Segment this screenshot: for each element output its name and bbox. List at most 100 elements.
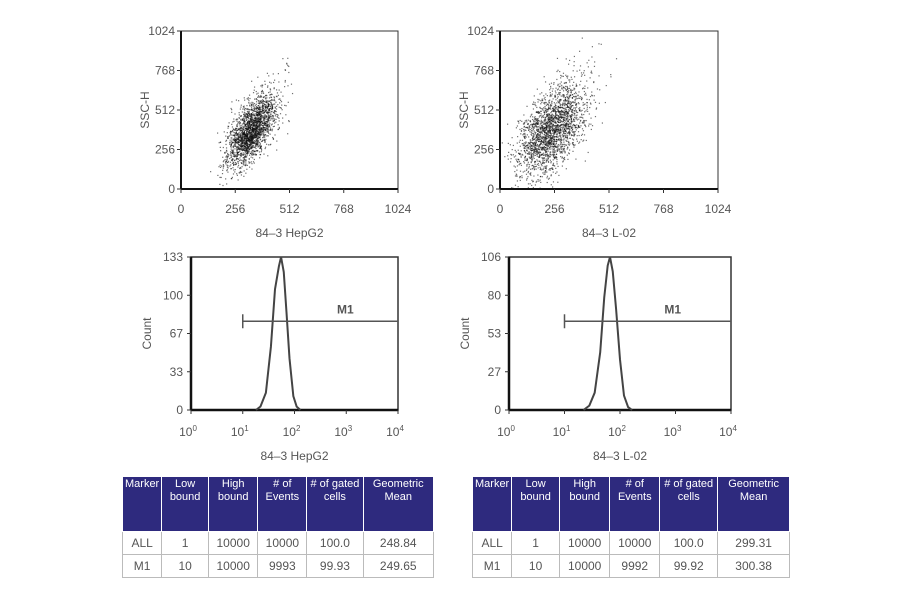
scatter-point (256, 133, 259, 135)
scatter-point (547, 121, 549, 123)
scatter-point (534, 161, 536, 163)
scatter-point (566, 95, 568, 98)
scatter-point (542, 152, 545, 154)
scatter-point (563, 102, 565, 104)
scatter-point (260, 124, 262, 127)
scatter-point (524, 159, 526, 161)
scatter-point (544, 144, 546, 146)
scatter-point (543, 162, 545, 164)
scatter-point (234, 163, 236, 166)
scatter-point (250, 129, 252, 131)
scatter-point (249, 118, 252, 120)
scatter-point (567, 91, 570, 93)
scatter-point (566, 122, 568, 124)
scatter-point (533, 119, 535, 121)
scatter-point (526, 149, 528, 151)
scatter-point (256, 118, 258, 120)
table-header-row: Marker Low bound High bound # of Events # of… (471, 476, 790, 532)
scatter-point (567, 115, 569, 117)
scatter-point (236, 124, 239, 126)
scatter-point (553, 144, 555, 146)
scatter-point (531, 147, 533, 150)
scatter-point (517, 149, 519, 151)
scatter-point (255, 145, 257, 148)
scatter-point (244, 165, 247, 167)
scatter-point (566, 132, 568, 134)
scatter-point (565, 85, 567, 88)
scatter-point (583, 72, 585, 74)
scatter-point (246, 134, 248, 136)
scatter-point (504, 156, 506, 158)
scatter-point (537, 178, 539, 181)
scatter-point (226, 157, 229, 159)
scatter-point (261, 111, 263, 113)
scatter-point (540, 113, 542, 115)
scatter-point (226, 150, 228, 152)
scatter-point (556, 149, 558, 151)
scatter-point (554, 96, 556, 99)
scatter-point (521, 175, 523, 177)
scatter-point (281, 109, 283, 111)
scatter-point (533, 154, 535, 156)
scatter-point (259, 118, 261, 120)
scatter-point (264, 80, 266, 82)
scatter-point (528, 151, 531, 153)
scatter-point (274, 106, 276, 108)
scatter-point (253, 125, 256, 127)
scatter-point (249, 145, 251, 147)
scatter-point (548, 148, 550, 150)
scatter-point (541, 121, 543, 123)
scatter-point (554, 119, 556, 121)
scatter-point (263, 115, 265, 117)
scatter-point (237, 137, 239, 139)
plot-frame (190, 256, 399, 411)
scatter-point (535, 148, 537, 151)
scatter-point (252, 144, 255, 146)
scatter-point (591, 95, 593, 97)
scatter-point (526, 177, 528, 180)
scatter-point (234, 168, 236, 171)
scatter-point (559, 94, 561, 96)
scatter-point (570, 88, 572, 91)
scatter-point (565, 99, 567, 102)
scatter-point (567, 109, 570, 111)
scatter-point (232, 164, 235, 166)
scatter-point (599, 89, 601, 91)
scatter-point (233, 155, 235, 157)
scatter-point (546, 153, 548, 155)
scatter-point (550, 108, 552, 110)
scatter-point (268, 75, 270, 77)
scatter-point (555, 114, 557, 117)
scatter-point (257, 118, 259, 120)
scatter-point (527, 146, 530, 149)
scatter-point (570, 102, 572, 105)
scatter-point (239, 150, 241, 153)
scatter-point (567, 75, 569, 77)
scatter-point (527, 123, 529, 125)
scatter-point (269, 123, 271, 125)
scatter-point (240, 134, 242, 136)
y-tick-label: 133 (163, 250, 183, 264)
scatter-point (564, 125, 566, 127)
scatter-point (527, 161, 529, 163)
scatter-point (260, 119, 262, 121)
table-header-cell: # of gated cells (306, 476, 364, 532)
scatter-point (273, 87, 275, 89)
scatter-point (250, 144, 252, 146)
scatter-point (550, 117, 552, 120)
scatter-point (565, 140, 568, 142)
scatter-point (568, 126, 570, 128)
scatter-point (541, 117, 543, 119)
scatter-point (523, 130, 525, 132)
scatter-point (528, 167, 530, 169)
scatter-point (251, 150, 253, 152)
scatter-point (544, 118, 546, 120)
table-row: M1 10 10000 9992 99.92 300.38 (471, 554, 790, 578)
scatter-point (523, 114, 525, 116)
scatter-point (579, 65, 582, 67)
scatter-point (581, 109, 583, 112)
scatter-point (262, 132, 264, 134)
scatter-point (573, 118, 575, 120)
scatter-point (583, 103, 585, 106)
scatter-point (561, 124, 563, 126)
